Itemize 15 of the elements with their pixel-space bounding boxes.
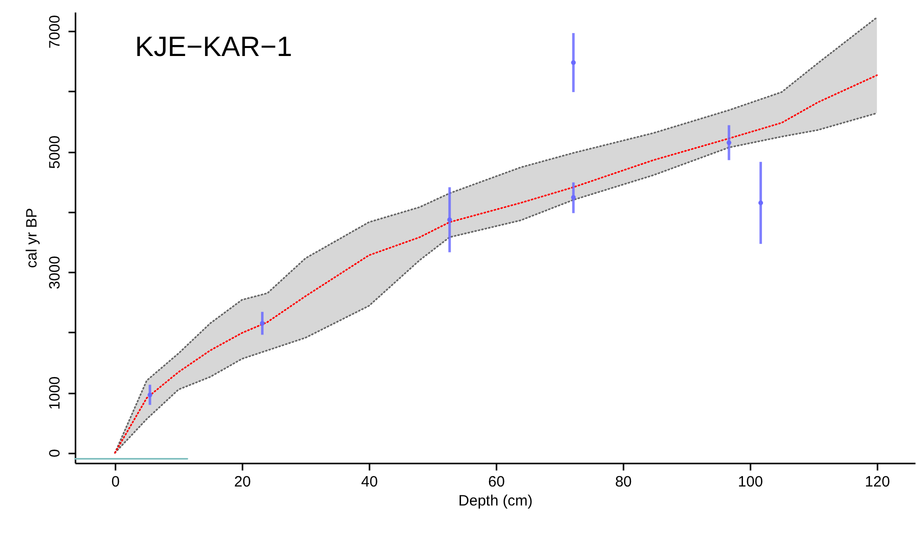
x-tick-label: 20 (234, 474, 251, 490)
x-tick-label: 120 (864, 474, 890, 490)
x-tick-label: 100 (738, 474, 763, 490)
x-tick-label: 40 (361, 474, 378, 490)
x-tick-label: 80 (615, 474, 632, 490)
y-tick-label: 1000 (46, 376, 64, 410)
y-axis-title: cal yr BP (24, 208, 40, 268)
y-tick-label: 7000 (46, 15, 64, 48)
y-tick-label: 5000 (46, 136, 64, 169)
y-tick-label: 0 (46, 449, 64, 458)
x-tick-label: 0 (111, 474, 120, 490)
y-tick-label: 3000 (46, 256, 64, 290)
annotation: KJE−KAR−1 (135, 31, 292, 62)
x-tick-label: 60 (488, 474, 505, 490)
x-axis-title: Depth (cm) (458, 492, 533, 510)
